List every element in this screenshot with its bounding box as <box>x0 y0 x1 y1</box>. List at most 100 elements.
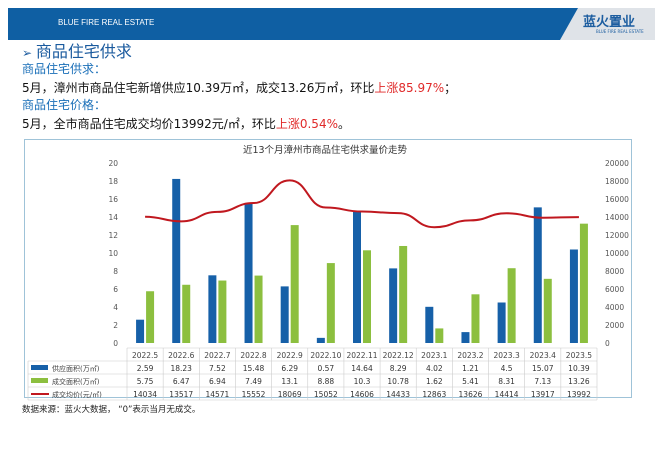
table-cell: 10.78 <box>387 377 409 386</box>
supply-bar <box>425 306 434 343</box>
legend-label: 成交面积(万㎡) <box>52 377 100 386</box>
table-cell: 10.3 <box>354 377 371 386</box>
y-left-tick: 2 <box>113 321 118 330</box>
table-cell: 5.41 <box>462 377 479 386</box>
table-cell: 7.13 <box>534 377 551 386</box>
y-left-tick: 10 <box>108 249 118 258</box>
deal-bar <box>363 250 371 343</box>
y-left-tick: 14 <box>108 213 118 222</box>
y-right-tick: 16000 <box>605 195 629 204</box>
deal-bar <box>507 268 516 343</box>
supply-bar <box>533 207 542 343</box>
y-right-tick: 6000 <box>605 285 624 294</box>
supply-bar <box>569 249 578 343</box>
table-cell: 13917 <box>531 390 555 399</box>
table-cell: 15.48 <box>243 364 265 373</box>
y-left-tick: 20 <box>108 159 118 168</box>
y-right-tick: 4000 <box>605 303 624 312</box>
price-line <box>145 179 579 229</box>
table-cell: 7.49 <box>245 377 262 386</box>
supply-bar <box>244 203 253 343</box>
deal-bar <box>543 278 552 343</box>
table-cell: 1.21 <box>462 364 479 373</box>
supply-bar <box>389 268 398 343</box>
table-cell: 1.62 <box>426 377 443 386</box>
x-category-label: 2022.7 <box>204 351 230 360</box>
table-cell: 15052 <box>314 390 338 399</box>
price-text: 5月，全市商品住宅成交均价13992元/㎡，环比上涨0.54%。 <box>22 117 350 131</box>
supply-bar <box>461 332 470 343</box>
x-category-label: 2023.4 <box>530 351 556 360</box>
chart-title: 近13个月漳州市商品住宅供求量价走势 <box>243 144 408 156</box>
supply-bar <box>208 275 217 343</box>
table-cell: 6.94 <box>209 377 226 386</box>
y-left-tick: 16 <box>108 195 118 204</box>
table-cell: 13992 <box>567 390 591 399</box>
supply-text: 5月，漳州市商品住宅新增供应10.39万㎡，成交13.26万㎡，环比上涨85.9… <box>22 81 457 95</box>
table-cell: 4.02 <box>426 364 443 373</box>
table-cell: 13.26 <box>568 377 590 386</box>
section-title: ➢ 商品住宅供求 <box>22 42 132 61</box>
supply-bar <box>353 211 361 343</box>
deal-bar <box>182 284 191 343</box>
y-right-tick: 0 <box>605 339 610 348</box>
supply-bar <box>172 178 181 343</box>
x-category-label: 2023.3 <box>493 351 519 360</box>
y-right-tick: 18000 <box>605 177 629 186</box>
y-left-tick: 0 <box>113 339 118 348</box>
x-category-label: 2022.5 <box>132 351 158 360</box>
chart-frame <box>24 139 632 398</box>
table-cell: 18.23 <box>170 364 192 373</box>
supply-bar <box>280 286 289 343</box>
y-right-tick: 10000 <box>605 249 629 258</box>
y-left-tick: 4 <box>113 303 118 312</box>
table-cell: 14414 <box>495 390 519 399</box>
table-cell: 14606 <box>350 390 374 399</box>
supply-legend-key <box>31 365 48 370</box>
supply-bar <box>136 319 145 343</box>
deal-bar <box>326 263 335 343</box>
table-cell: 14.64 <box>351 364 373 373</box>
y-left-tick: 6 <box>113 285 118 294</box>
x-category-label: 2022.12 <box>383 351 414 360</box>
deal-bar <box>146 291 155 343</box>
price-label: 商品住宅价格： <box>22 98 107 112</box>
x-category-label: 2022.8 <box>240 351 266 360</box>
table-cell: 15552 <box>242 390 266 399</box>
x-category-label: 2023.1 <box>421 351 447 360</box>
supply-label: 商品住宅供求： <box>22 62 107 76</box>
deal-legend-key <box>31 378 48 383</box>
legend-label: 成交均价(元/㎡) <box>52 390 102 399</box>
y-right-tick: 20000 <box>605 159 629 168</box>
x-category-label: 2023.2 <box>457 351 483 360</box>
logo: 蓝火置业 <box>583 15 636 30</box>
x-category-label: 2023.5 <box>566 351 592 360</box>
table-cell: 14433 <box>386 390 410 399</box>
x-category-label: 2022.9 <box>277 351 303 360</box>
deal-bar <box>471 294 480 343</box>
table-cell: 8.29 <box>390 364 407 373</box>
x-category-label: 2022.11 <box>346 351 377 360</box>
supply-bar <box>316 337 325 343</box>
table-cell: 15.07 <box>532 364 554 373</box>
table-cell: 4.5 <box>501 364 513 373</box>
legend-label: 供应面积(万㎡) <box>52 364 100 373</box>
deal-bar <box>435 328 444 343</box>
y-right-tick: 12000 <box>605 231 629 240</box>
table-cell: 13626 <box>459 390 483 399</box>
table-cell: 12863 <box>422 390 446 399</box>
deal-bar <box>218 280 227 343</box>
header-logo-area <box>560 8 655 40</box>
table-cell: 14571 <box>205 390 229 399</box>
x-category-label: 2022.6 <box>168 351 194 360</box>
table-cell: 2.59 <box>137 364 154 373</box>
deal-bar <box>290 225 299 343</box>
table-cell: 18069 <box>278 390 302 399</box>
y-left-tick: 18 <box>108 177 118 186</box>
supply-bar <box>497 302 506 343</box>
table-cell: 13.1 <box>281 377 298 386</box>
table-cell: 0.57 <box>317 364 334 373</box>
table-cell: 6.47 <box>173 377 190 386</box>
y-left-tick: 8 <box>113 267 118 276</box>
